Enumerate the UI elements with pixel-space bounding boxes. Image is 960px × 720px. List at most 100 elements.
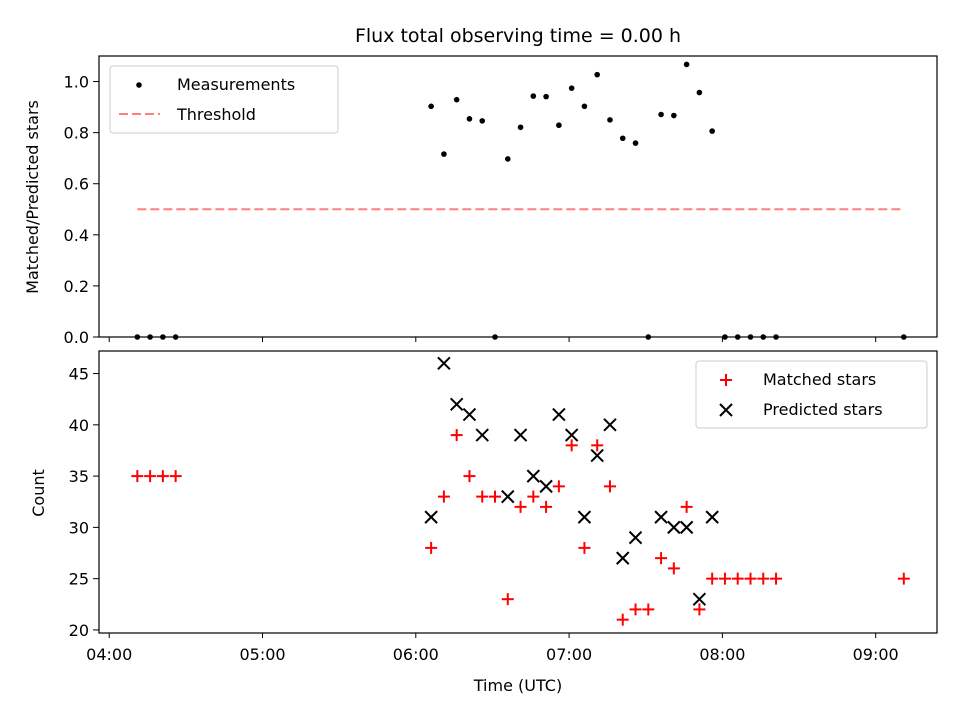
matched-star-point	[578, 541, 591, 554]
measurement-point	[671, 112, 677, 119]
measurement-point	[594, 71, 601, 78]
measurement-point	[517, 124, 524, 131]
matched-star-point	[693, 603, 706, 616]
legend-threshold-label: Threshold	[176, 105, 256, 124]
bottom-legend-box	[695, 360, 928, 429]
matched-star-point	[437, 490, 450, 503]
measurement-point	[441, 151, 447, 157]
measurement-point	[543, 93, 549, 100]
x-tick-label: 06:00	[393, 645, 439, 664]
measurement-point	[492, 334, 498, 340]
measurement-point	[172, 334, 179, 340]
predicted-star-point	[564, 428, 579, 442]
matched-star-point	[527, 490, 540, 503]
bottom-y-tick-label: 30	[69, 518, 89, 537]
x-tick-label: 05:00	[239, 645, 285, 664]
matched-star-point	[450, 429, 463, 442]
measurement-point	[568, 85, 575, 91]
predicted-star-point	[577, 510, 592, 524]
measurement-point	[683, 61, 690, 68]
top-y-tick-label: 0.0	[64, 328, 89, 347]
legend-matched-label: Matched stars	[763, 370, 876, 389]
measurement-point	[900, 334, 907, 340]
top-y-tick-label: 0.8	[64, 124, 89, 143]
bottom-legend: Matched stars Predicted stars	[695, 360, 928, 429]
predicted-star-point	[539, 479, 553, 494]
cross-b	[590, 448, 604, 463]
predicted-star-point	[513, 428, 528, 442]
measurement-point	[607, 117, 613, 123]
predicted-star-point	[501, 489, 515, 504]
predicted-star-point	[424, 510, 438, 524]
cross-b	[577, 510, 592, 524]
cross-b	[437, 356, 451, 371]
predicted-star-point	[679, 520, 694, 535]
predicted-star-point	[449, 397, 464, 412]
cross-b	[603, 418, 617, 432]
legend-measurements-marker	[136, 82, 142, 88]
matched-star-point	[642, 603, 655, 616]
legend-predicted-marker	[719, 403, 733, 417]
matched-star-point	[540, 500, 553, 513]
cross-b	[628, 530, 643, 545]
measurement-point	[581, 103, 588, 110]
predicted-star-point	[616, 551, 630, 565]
top-y-tick-label: 0.6	[64, 175, 89, 194]
matched-star-point	[565, 439, 578, 452]
top-legend: Measurements Threshold	[109, 65, 339, 134]
top-y-tick-label: 1.0	[64, 73, 89, 92]
predicted-star-point	[654, 510, 668, 524]
cross-b	[462, 407, 477, 422]
measurement-point	[773, 334, 779, 340]
matched-star-point	[718, 572, 731, 585]
matched-star-point	[131, 470, 144, 483]
measurement-point	[734, 334, 741, 340]
measurement-point	[160, 334, 166, 340]
predicted-star-point	[628, 530, 643, 545]
cross-b	[616, 551, 630, 565]
measurement-point	[530, 93, 537, 99]
matched-star-point	[731, 572, 744, 585]
cross-b	[679, 520, 694, 535]
predicted-star-point	[667, 520, 681, 535]
matched-star-point	[144, 470, 157, 483]
cross-b	[449, 397, 464, 412]
matched-star-point	[591, 439, 604, 452]
predicted-star-point	[462, 407, 477, 422]
matched-star-point	[629, 603, 642, 616]
matched-star-point	[476, 490, 489, 503]
predicted-star-point	[705, 510, 719, 524]
bottom-y-axis-label: Count	[29, 469, 48, 517]
matched-star-point	[514, 500, 527, 513]
measurement-point	[556, 122, 562, 129]
cross-b	[475, 428, 489, 442]
bottom-y-tick-label: 45	[69, 365, 89, 384]
matched-star-point	[169, 470, 182, 483]
cross-b	[705, 510, 719, 524]
predicted-star-point	[590, 448, 604, 463]
cross-b	[564, 428, 579, 442]
x-tick-label: 07:00	[546, 645, 592, 664]
measurement-point	[466, 116, 473, 122]
cross-b	[526, 469, 541, 483]
measurement-point	[722, 334, 728, 340]
matched-star-point	[156, 470, 169, 483]
bottom-y-tick-label: 40	[69, 416, 89, 435]
top-y-tick-label: 0.2	[64, 277, 89, 296]
matched-star-point	[706, 572, 719, 585]
measurement-point	[709, 128, 715, 134]
measurement-point	[428, 103, 434, 110]
cross-b	[539, 479, 553, 494]
measurement-point	[645, 334, 652, 340]
matched-star-point	[770, 572, 783, 585]
matched-star-point	[489, 490, 502, 503]
top-y-tick-label: 0.4	[64, 226, 89, 245]
measurement-point	[504, 156, 511, 162]
bottom-y-tick-label: 20	[69, 621, 89, 640]
matched-star-point	[897, 572, 910, 585]
matched-star-point	[463, 470, 476, 483]
predicted-star-point	[475, 428, 489, 442]
matched-star-point	[501, 593, 514, 606]
predicted-star-point	[603, 418, 617, 432]
